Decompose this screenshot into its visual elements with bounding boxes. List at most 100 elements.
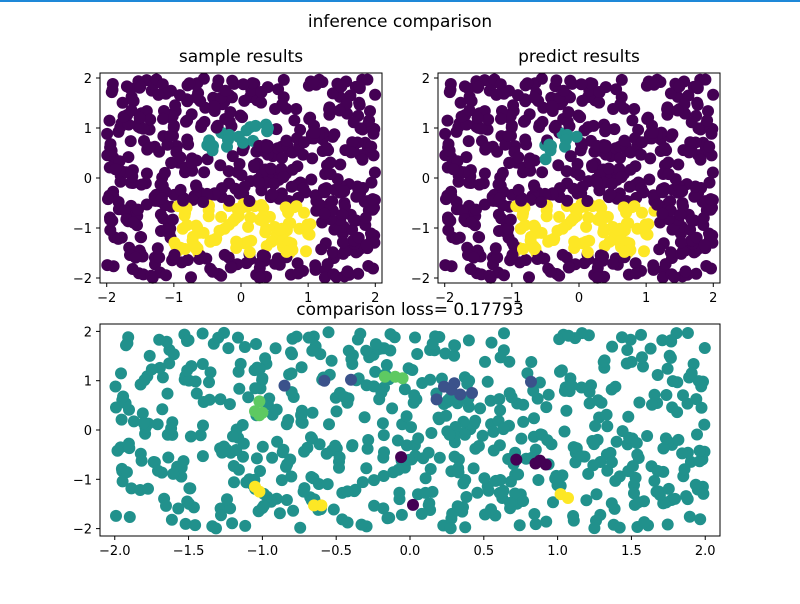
scatter-point (183, 77, 196, 90)
scatter-point (507, 99, 520, 112)
scatter-point (132, 203, 144, 216)
scatter-point (512, 183, 525, 196)
scatter-point (705, 127, 718, 140)
scatter-point (189, 519, 202, 532)
scatter-point (609, 380, 622, 393)
scatter-point (172, 502, 185, 515)
scatter-point (240, 257, 253, 270)
scatter-point (224, 261, 237, 274)
scatter-point (330, 405, 343, 418)
scatter-point (553, 210, 566, 223)
scatter-point (400, 410, 413, 423)
scatter-point (232, 365, 245, 378)
scatter-point (345, 353, 358, 366)
scatter-point (236, 419, 249, 431)
scatter-point (144, 113, 157, 126)
scatter-point (143, 141, 156, 154)
scatter-point (229, 182, 242, 195)
scatter-point (280, 245, 293, 258)
scatter-point (156, 78, 169, 91)
scatter-point (478, 198, 491, 211)
scatter-point (512, 468, 525, 481)
scatter-point (511, 89, 524, 102)
scatter-point (460, 491, 473, 503)
x-tick-label: 2 (371, 291, 379, 306)
sample-ticks: −2 −1 0 1 2 −2 −1 0 1 2 (73, 72, 380, 306)
y-tick-label: 1 (84, 122, 92, 137)
scatter-point (233, 158, 246, 170)
scatter-point (585, 379, 597, 392)
scatter-point (236, 111, 249, 124)
scatter-point (324, 168, 337, 181)
scatter-point (542, 388, 555, 401)
scatter-point (313, 198, 325, 211)
scatter-point (214, 393, 227, 406)
scatter-point (697, 211, 710, 224)
scatter-point (259, 226, 272, 239)
scatter-point (279, 201, 292, 214)
scatter-point (257, 499, 270, 512)
scatter-point (679, 265, 692, 278)
scatter-point (336, 236, 349, 249)
scatter-point (629, 257, 642, 270)
scatter-point (568, 235, 581, 248)
scatter-point (659, 258, 672, 271)
scatter-point (391, 434, 404, 447)
scatter-point (151, 242, 164, 255)
scatter-point (369, 338, 382, 351)
scatter-point (685, 213, 698, 226)
scatter-point (326, 195, 339, 208)
scatter-point (329, 439, 342, 452)
title-comparison-loss: comparison loss= 0.17793 (296, 300, 523, 320)
scatter-point (218, 222, 231, 235)
scatter-point (560, 404, 573, 417)
scatter-point (489, 474, 502, 487)
scatter-point (504, 213, 517, 226)
scatter-point (259, 352, 272, 365)
x-tick-label: 0.0 (400, 544, 421, 559)
x-tick-label: −0.5 (320, 544, 352, 559)
scatter-point (660, 389, 673, 401)
comparison-ticks: −2.0 −1.5 −1.0 −0.5 0.0 0.5 1.0 1.5 2.0 −2 −1 0 1 2 (73, 325, 716, 559)
scatter-point (305, 173, 318, 186)
scatter-point (498, 327, 510, 340)
scatter-point (256, 372, 269, 385)
scatter-point (116, 475, 129, 488)
scatter-point (497, 484, 510, 497)
scatter-point (177, 455, 190, 468)
scatter-point (701, 114, 714, 127)
scatter-point (494, 78, 507, 91)
scatter-point (210, 121, 223, 134)
scatter-point (123, 442, 136, 455)
difference-point (454, 388, 467, 401)
scatter-point (261, 141, 274, 154)
scatter-point (116, 96, 129, 109)
scatter-point (138, 374, 151, 386)
scatter-point (656, 334, 669, 347)
scatter-point (156, 403, 169, 416)
scatter-point (572, 202, 585, 215)
scatter-point (676, 447, 689, 460)
scatter-point (167, 467, 180, 480)
scatter-point (275, 474, 288, 487)
scatter-point (117, 390, 130, 403)
scatter-point (443, 428, 456, 441)
scatter-point (126, 263, 139, 275)
scatter-point (201, 153, 214, 166)
scatter-point (161, 138, 174, 151)
scatter-point (690, 393, 703, 406)
scatter-point (504, 110, 517, 123)
scatter-point (439, 259, 452, 272)
scatter-point (230, 235, 243, 248)
scatter-point (666, 128, 679, 141)
scatter-point (645, 76, 658, 89)
scatter-point (160, 499, 172, 512)
scatter-point (519, 133, 532, 146)
scatter-point (457, 477, 470, 490)
scatter-point (528, 243, 541, 256)
scatter-point (261, 122, 274, 135)
scatter-point (224, 106, 237, 119)
scatter-point (644, 342, 657, 355)
scatter-point (528, 508, 541, 520)
scatter-point (181, 133, 194, 146)
